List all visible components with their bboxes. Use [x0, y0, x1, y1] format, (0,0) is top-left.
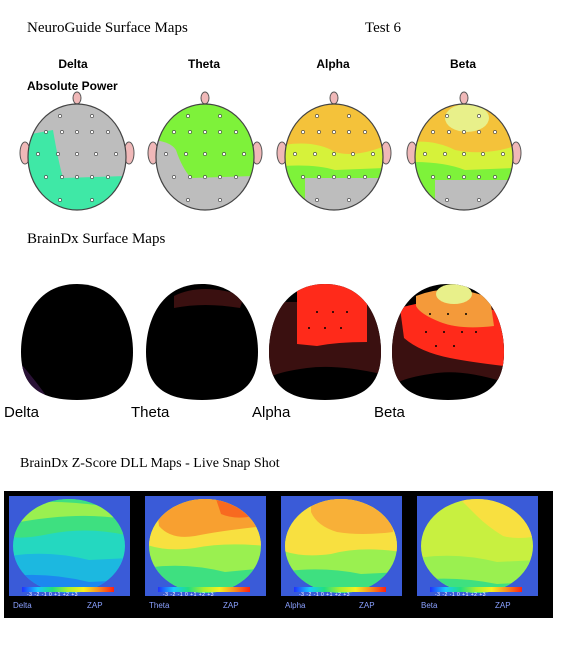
- bdx-head-delta: [21, 284, 133, 400]
- bdx-head-beta: [392, 284, 504, 400]
- absolute-power-label: Absolute Power: [27, 79, 118, 93]
- neuroguide-title: NeuroGuide Surface Maps: [27, 20, 188, 36]
- ng-band-alpha: Alpha: [316, 57, 350, 71]
- zscore-scale-ticks-alpha: -3 -2 -1 0 +1 +2 +3: [299, 592, 351, 598]
- zscore-panel-alpha: -3 -2 -1 0 +1 +2 +3 Alpha ZAP: [281, 496, 402, 612]
- ng-head-theta: [147, 91, 263, 211]
- ng-head-delta: [19, 91, 135, 211]
- zscore-strip: -3 -2 -1 0 +1 +2 +3 Delta ZAP -3 -2 -1 0…: [4, 491, 553, 618]
- bdx-label-theta: Theta: [131, 404, 170, 421]
- test-label: Test 6: [365, 20, 402, 36]
- zscore-panel-delta: -3 -2 -1 0 +1 +2 +3 Delta ZAP: [9, 496, 130, 612]
- zscore-panel-delta-label: Delta: [13, 601, 32, 610]
- zscore-scale-ticks-delta: -3 -2 -1 0 +1 +2 +3: [27, 592, 79, 598]
- zscore-scale-ticks-theta: -3 -2 -1 0 +1 +2 +3: [163, 592, 215, 598]
- zscore-panel-alpha-label: Alpha: [285, 601, 306, 610]
- zscore-panel-delta-mode: ZAP: [87, 601, 103, 610]
- zscore-panel-beta-label: Beta: [421, 601, 438, 610]
- ng-band-theta: Theta: [187, 57, 220, 71]
- zscore-color-scales: [22, 587, 522, 592]
- ng-band-delta: Delta: [58, 57, 88, 71]
- bdx-label-delta: Delta: [4, 404, 40, 421]
- zscore-panel-theta-mode: ZAP: [223, 601, 239, 610]
- ng-head-beta: [406, 91, 522, 211]
- bdx-label-alpha: Alpha: [252, 404, 291, 421]
- zscore-panel-theta: -3 -2 -1 0 +1 +2 +3 Theta ZAP: [145, 496, 266, 612]
- braindx-surface-title: BrainDx Surface Maps: [27, 231, 166, 247]
- zscore-panel-theta-label: Theta: [149, 601, 170, 610]
- zscore-title: BrainDx Z-Score DLL Maps - Live Snap Sho…: [20, 456, 280, 471]
- ng-head-alpha: [276, 91, 392, 211]
- bdx-head-alpha: [269, 284, 381, 400]
- zscore-panel-beta: -3 -2 -1 0 +1 +2 +3 Beta ZAP: [417, 496, 538, 612]
- bdx-head-theta: [146, 284, 258, 400]
- zscore-panel-beta-mode: ZAP: [495, 601, 511, 610]
- bdx-label-beta: Beta: [374, 404, 405, 421]
- ng-band-beta: Beta: [449, 57, 476, 71]
- zscore-panel-alpha-mode: ZAP: [359, 601, 375, 610]
- zscore-scale-ticks-beta: -3 -2 -1 0 +1 +2 +3: [435, 592, 487, 598]
